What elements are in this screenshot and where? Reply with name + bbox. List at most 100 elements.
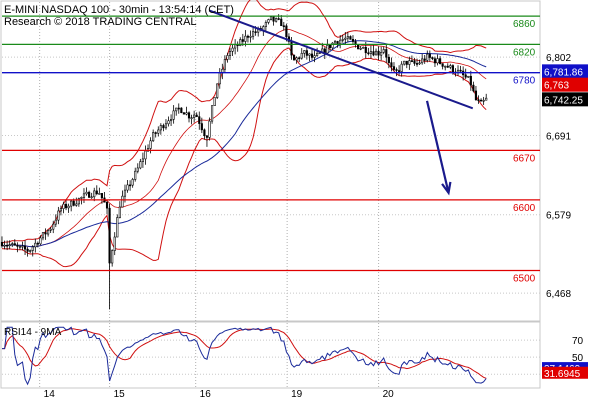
candle-body bbox=[277, 18, 280, 20]
candle bbox=[198, 111, 201, 130]
candle bbox=[415, 58, 419, 67]
candle-body bbox=[398, 70, 401, 72]
candle-body bbox=[23, 245, 27, 250]
candle-body bbox=[175, 107, 178, 112]
candle bbox=[251, 27, 255, 40]
candle bbox=[479, 98, 483, 102]
candle-body bbox=[308, 53, 311, 56]
candle-body bbox=[0, 241, 4, 247]
rsi-panel-frame bbox=[0, 321, 541, 389]
lower-band bbox=[1, 47, 487, 268]
y-tick-label: 6,691 bbox=[546, 132, 571, 143]
candle bbox=[292, 54, 296, 61]
candle-body bbox=[39, 237, 42, 245]
candle bbox=[75, 197, 78, 207]
candle-body bbox=[241, 39, 244, 42]
moving-average bbox=[1, 40, 487, 248]
candle bbox=[428, 50, 431, 62]
candle bbox=[341, 34, 344, 43]
candle-body bbox=[298, 57, 301, 60]
candle-body bbox=[159, 125, 162, 131]
candle-body bbox=[16, 244, 19, 247]
candle-body bbox=[170, 119, 173, 122]
candle bbox=[95, 185, 98, 196]
candle-body bbox=[100, 193, 103, 199]
candle-body bbox=[41, 232, 45, 239]
candle bbox=[305, 45, 308, 60]
copyright-text: Research © 2018 TRADING CENTRAL bbox=[4, 16, 197, 28]
candle bbox=[44, 228, 47, 240]
candle bbox=[328, 44, 332, 51]
candle-body bbox=[149, 140, 152, 149]
candle-body bbox=[408, 60, 411, 65]
forecast-arrow-head bbox=[441, 181, 452, 196]
candle bbox=[164, 119, 168, 130]
candle-body bbox=[6, 244, 9, 247]
candle-body bbox=[464, 74, 467, 78]
candle bbox=[126, 180, 129, 193]
candle bbox=[244, 30, 247, 47]
candle-body bbox=[372, 51, 375, 56]
candle bbox=[67, 203, 70, 213]
candle-body bbox=[18, 245, 22, 248]
candle bbox=[439, 56, 442, 65]
candle-body bbox=[134, 170, 137, 180]
candle bbox=[100, 193, 103, 204]
candle-body bbox=[239, 39, 242, 46]
candle-body bbox=[172, 110, 175, 120]
candle-body bbox=[157, 129, 160, 134]
candle-body bbox=[70, 200, 73, 207]
candle-body bbox=[126, 184, 129, 191]
candle bbox=[129, 180, 132, 191]
candle bbox=[54, 214, 57, 228]
candle bbox=[246, 34, 250, 43]
candle-body bbox=[213, 97, 216, 106]
candle bbox=[152, 129, 155, 142]
candle-body bbox=[421, 58, 424, 64]
candle-body bbox=[275, 18, 278, 22]
candle bbox=[372, 45, 375, 57]
candle-body bbox=[62, 203, 65, 210]
bollinger-bands bbox=[1, 0, 487, 268]
candle bbox=[282, 21, 285, 31]
candle bbox=[170, 114, 173, 126]
candle bbox=[326, 39, 329, 55]
candle bbox=[423, 54, 426, 64]
candle-body bbox=[95, 190, 98, 195]
candle-body bbox=[326, 44, 329, 54]
price-tag-label: 6,763 bbox=[544, 81, 569, 92]
candle-body bbox=[8, 244, 11, 246]
candle-body bbox=[413, 60, 416, 64]
candle bbox=[205, 135, 209, 147]
price-tag-label: 6,742.25 bbox=[544, 95, 583, 106]
candle bbox=[228, 47, 232, 60]
candle-body bbox=[98, 193, 101, 195]
candle-body bbox=[339, 39, 342, 44]
candle bbox=[31, 245, 34, 257]
candle-body bbox=[67, 205, 70, 209]
candle bbox=[359, 46, 362, 51]
candle-body bbox=[164, 123, 168, 129]
candle bbox=[408, 56, 411, 70]
candle bbox=[113, 232, 116, 256]
price-tag: 6,781.86 bbox=[542, 64, 588, 79]
candle-body bbox=[216, 83, 219, 98]
candle-body bbox=[193, 114, 196, 118]
candle bbox=[29, 249, 32, 254]
candle-body bbox=[418, 62, 421, 65]
candle-body bbox=[208, 120, 211, 138]
candle bbox=[200, 117, 203, 134]
candle bbox=[485, 93, 488, 101]
candle-body bbox=[36, 242, 39, 245]
candle-body bbox=[405, 60, 408, 65]
candle-body bbox=[118, 206, 121, 218]
candle bbox=[474, 86, 478, 101]
candle-body bbox=[264, 22, 267, 27]
candle bbox=[310, 48, 314, 61]
candle-body bbox=[111, 250, 114, 264]
candle-body bbox=[141, 158, 144, 162]
candle-body bbox=[31, 246, 34, 251]
price-tag-bg bbox=[542, 77, 588, 92]
candle-body bbox=[198, 116, 201, 124]
candle bbox=[395, 67, 398, 77]
